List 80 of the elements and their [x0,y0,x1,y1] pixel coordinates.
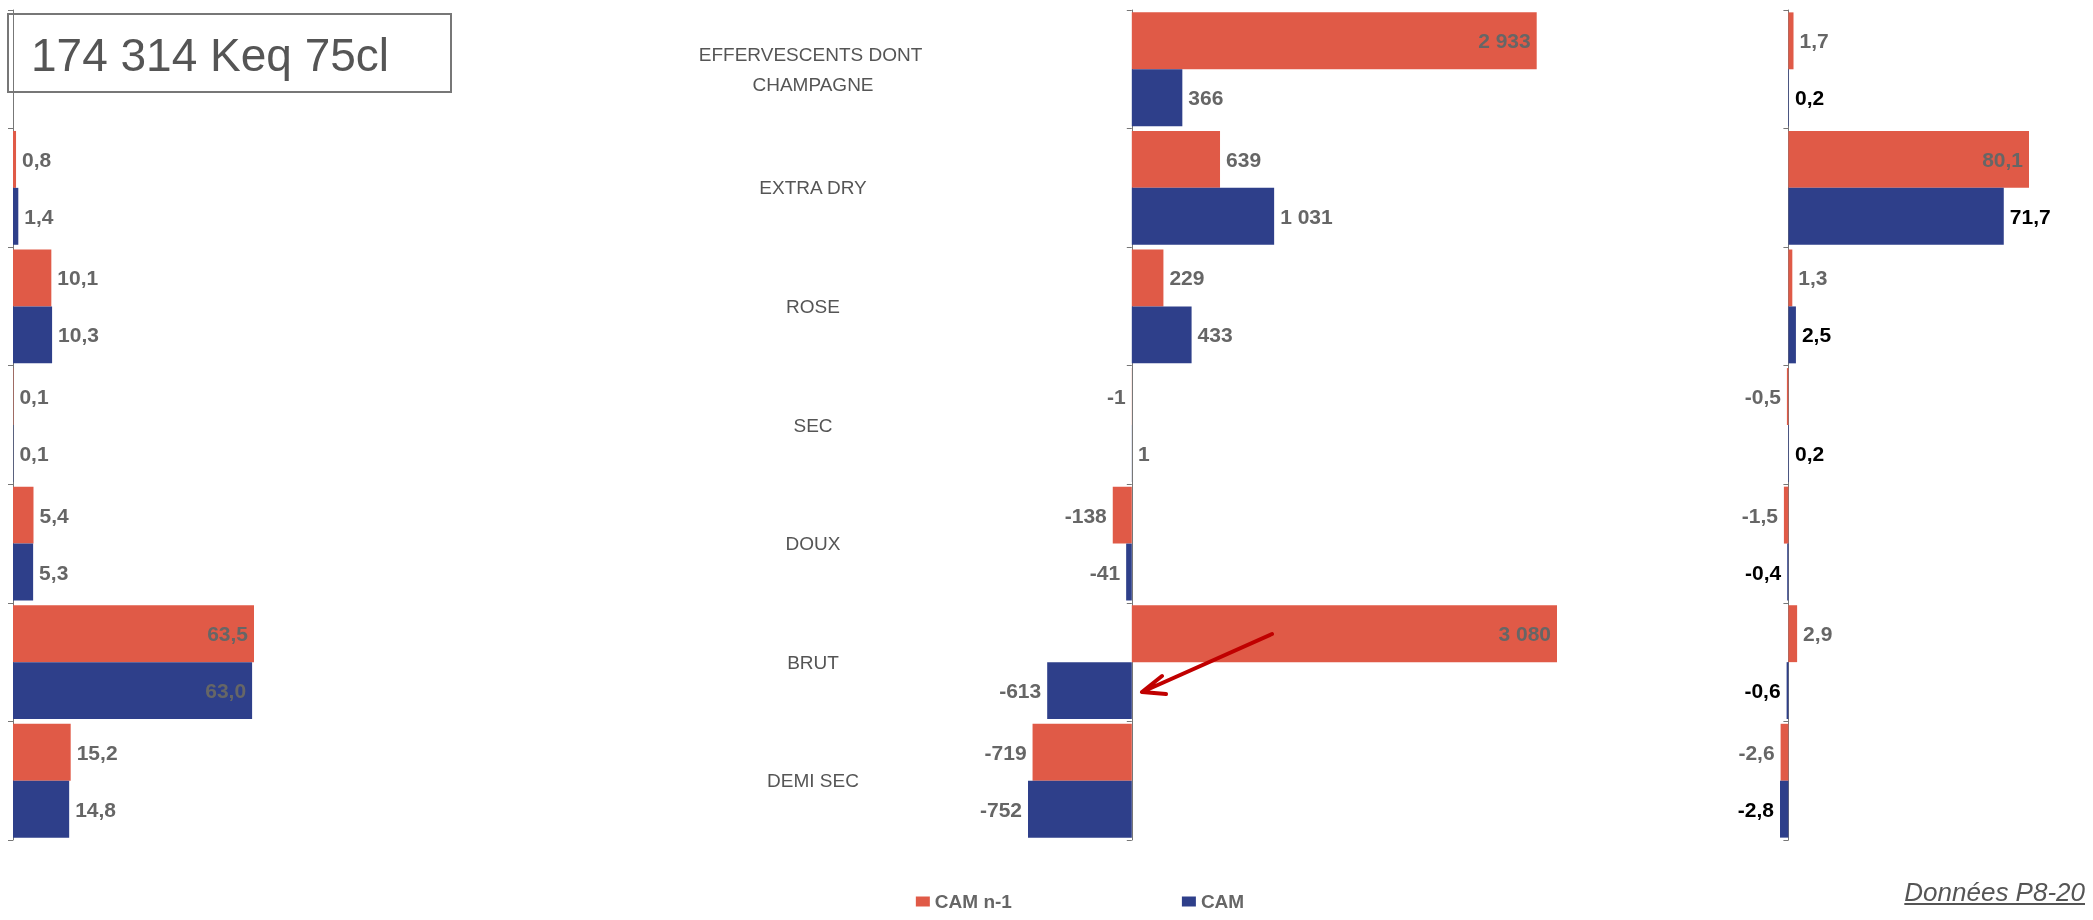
data-label: -2,8 [1737,797,1775,821]
bar [1788,605,1798,663]
bar [1788,306,1796,364]
data-label: -0,5 [1744,385,1782,409]
bar [13,486,34,544]
bar [1780,723,1789,781]
bar [1788,187,2004,245]
annotation: 174 314 Keq 75cl [7,13,452,93]
data-label: 10,1 [57,266,99,290]
data-label: 1 031 [1280,204,1334,228]
bar [13,605,254,663]
bar [13,543,34,601]
bar [1131,187,1275,245]
bar [1028,780,1132,838]
bar [13,187,19,245]
bar [13,130,17,188]
data-label: 1,4 [24,204,54,228]
bar [1131,69,1183,127]
data-label: 63,0 [205,679,247,703]
y-tick-label: EXTRA DRY [759,177,867,199]
data-label: 5,3 [39,560,69,584]
data-label: 1 [1137,441,1150,465]
y-tick-label: DEMI SEC [767,770,859,792]
data-label: 15,2 [76,740,118,764]
data-label: -1 [1106,385,1126,409]
bar [1788,12,1794,70]
data-label: 0,2 [1795,441,1825,465]
legend-label: CAM [1200,891,1245,912]
data-label: 1,7 [1799,29,1829,53]
data-label: -752 [979,797,1022,821]
data-label: 3 080 [1498,622,1551,646]
data-label: -1,5 [1741,503,1779,527]
data-label: 63,5 [207,622,249,646]
bar [13,780,70,838]
data-label: 2,5 [1801,323,1832,347]
data-label: 5,4 [39,503,70,527]
bar [1126,543,1132,601]
data-label: 2,9 [1803,622,1833,646]
bar [1131,249,1164,307]
data-label: 433 [1197,323,1233,347]
data-label: -719 [984,740,1027,764]
data-label: -0,4 [1745,560,1782,584]
y-tick-label: EFFERVESCENTS DONT CHAMPAGNE [698,43,928,95]
bar [1112,486,1132,544]
data-label: -0,6 [1744,679,1781,703]
data-label: 0,2 [1795,86,1825,110]
y-tick-label: DOUX [785,533,841,555]
data-label: 80,1 [1982,147,2024,171]
bar [1788,249,1793,307]
data-label: 1,3 [1798,266,1828,290]
y-tick-label: BRUT [787,651,840,673]
bar [13,306,53,364]
bar [1788,130,2029,188]
text: Données P8-20 [1904,877,2085,908]
data-label: 10,3 [58,323,99,347]
data-label: 0,1 [19,441,49,465]
data-label: 14,8 [75,797,117,821]
y-tick-label: ROSE [786,295,840,317]
data-label: -613 [999,679,1042,703]
bar [1032,723,1132,781]
data-label: 0,8 [22,147,52,171]
bar [13,249,52,307]
bar [13,662,253,720]
data-label: 2 933 [1478,29,1531,53]
bar [1131,306,1192,364]
y-tick-label: SEC [793,414,833,436]
legend-label: CAM n-1 [934,891,1013,912]
data-label: 229 [1169,266,1205,290]
bar [1131,12,1537,70]
data-label: 71,7 [2009,204,2051,228]
data-label: 639 [1226,147,1262,171]
bar [13,723,71,781]
bar [1047,662,1132,720]
data-label: 0,1 [19,385,49,409]
data-label: -41 [1089,560,1121,584]
data-label: -138 [1064,503,1108,527]
bar [1780,780,1789,838]
data-label: -2,6 [1738,740,1775,764]
data-label: 366 [1188,86,1224,110]
bar [1131,130,1221,188]
